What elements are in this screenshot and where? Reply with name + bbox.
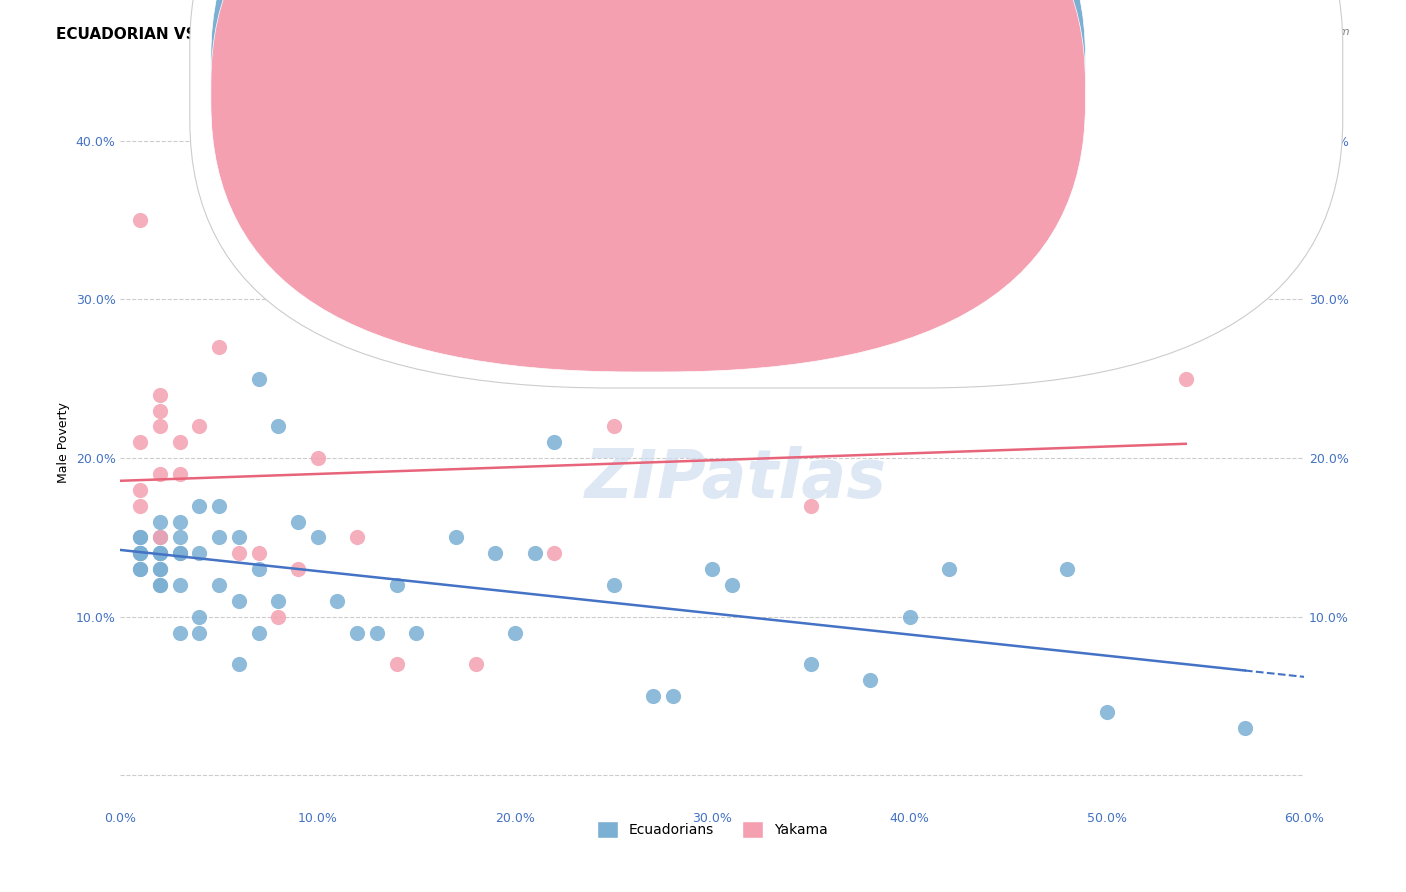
Point [129, 499, 152, 513]
Point [503, 625, 526, 640]
Point [800, 657, 823, 672]
Point [149, 403, 172, 417]
Point [721, 578, 744, 592]
Point [188, 499, 211, 513]
Point [169, 546, 191, 560]
Point [208, 340, 231, 354]
Point [129, 546, 152, 560]
Point [543, 435, 565, 450]
Point [267, 609, 290, 624]
Point [662, 689, 685, 703]
Text: R = 0.055   N = 61: R = 0.055 N = 61 [668, 60, 799, 74]
Point [346, 530, 368, 544]
Point [169, 578, 191, 592]
Point [702, 562, 724, 576]
Legend: Ecuadorians, Yakama: Ecuadorians, Yakama [592, 816, 834, 844]
Point [208, 530, 231, 544]
Point [149, 562, 172, 576]
Point [208, 578, 231, 592]
Point [169, 515, 191, 529]
Point [208, 499, 231, 513]
Text: R =  0.317   N = 27: R = 0.317 N = 27 [668, 87, 803, 101]
Point [228, 594, 250, 608]
Point [129, 546, 152, 560]
Point [484, 546, 506, 560]
Point [247, 546, 270, 560]
Point [228, 530, 250, 544]
Point [129, 562, 152, 576]
Point [188, 625, 211, 640]
Point [129, 213, 152, 227]
Point [523, 546, 546, 560]
Point [602, 578, 624, 592]
Point [188, 419, 211, 434]
Point [385, 657, 408, 672]
Point [287, 562, 309, 576]
Point [405, 625, 427, 640]
Point [938, 562, 960, 576]
Point [169, 546, 191, 560]
Point [800, 499, 823, 513]
Point [326, 594, 349, 608]
Point [188, 609, 211, 624]
Point [228, 657, 250, 672]
Point [129, 530, 152, 544]
Point [385, 578, 408, 592]
Point [444, 530, 467, 544]
Point [149, 546, 172, 560]
Point [1056, 562, 1078, 576]
Point [169, 530, 191, 544]
Point [169, 435, 191, 450]
Point [149, 546, 172, 560]
Point [129, 483, 152, 497]
Point [149, 467, 172, 481]
Y-axis label: Male Poverty: Male Poverty [58, 401, 70, 483]
Point [247, 625, 270, 640]
Point [1095, 705, 1118, 719]
Point [129, 546, 152, 560]
Point [169, 467, 191, 481]
Point [898, 609, 921, 624]
Text: Source: ZipAtlas.com: Source: ZipAtlas.com [1232, 27, 1350, 37]
Point [1095, 324, 1118, 338]
Point [149, 515, 172, 529]
Point [188, 546, 211, 560]
Point [247, 562, 270, 576]
Point [149, 562, 172, 576]
Point [149, 530, 172, 544]
Point [149, 578, 172, 592]
Point [425, 356, 447, 370]
Point [643, 689, 665, 703]
Point [287, 515, 309, 529]
Point [129, 530, 152, 544]
Point [129, 435, 152, 450]
Point [307, 451, 329, 466]
Point [1174, 372, 1197, 386]
Point [149, 578, 172, 592]
Point [228, 546, 250, 560]
Point [149, 546, 172, 560]
Point [267, 419, 290, 434]
Point [464, 657, 486, 672]
Point [602, 419, 624, 434]
Point [149, 387, 172, 401]
Point [859, 673, 882, 688]
Point [149, 419, 172, 434]
Text: ECUADORIAN VS YAKAMA MALE POVERTY CORRELATION CHART: ECUADORIAN VS YAKAMA MALE POVERTY CORREL… [56, 27, 598, 42]
Text: ZIPatlas: ZIPatlas [585, 446, 887, 512]
Point [169, 625, 191, 640]
Point [307, 530, 329, 544]
Point [129, 562, 152, 576]
Point [366, 625, 388, 640]
Point [1233, 721, 1256, 735]
Point [543, 546, 565, 560]
Point [149, 530, 172, 544]
Point [247, 372, 270, 386]
Point [346, 625, 368, 640]
Point [267, 594, 290, 608]
